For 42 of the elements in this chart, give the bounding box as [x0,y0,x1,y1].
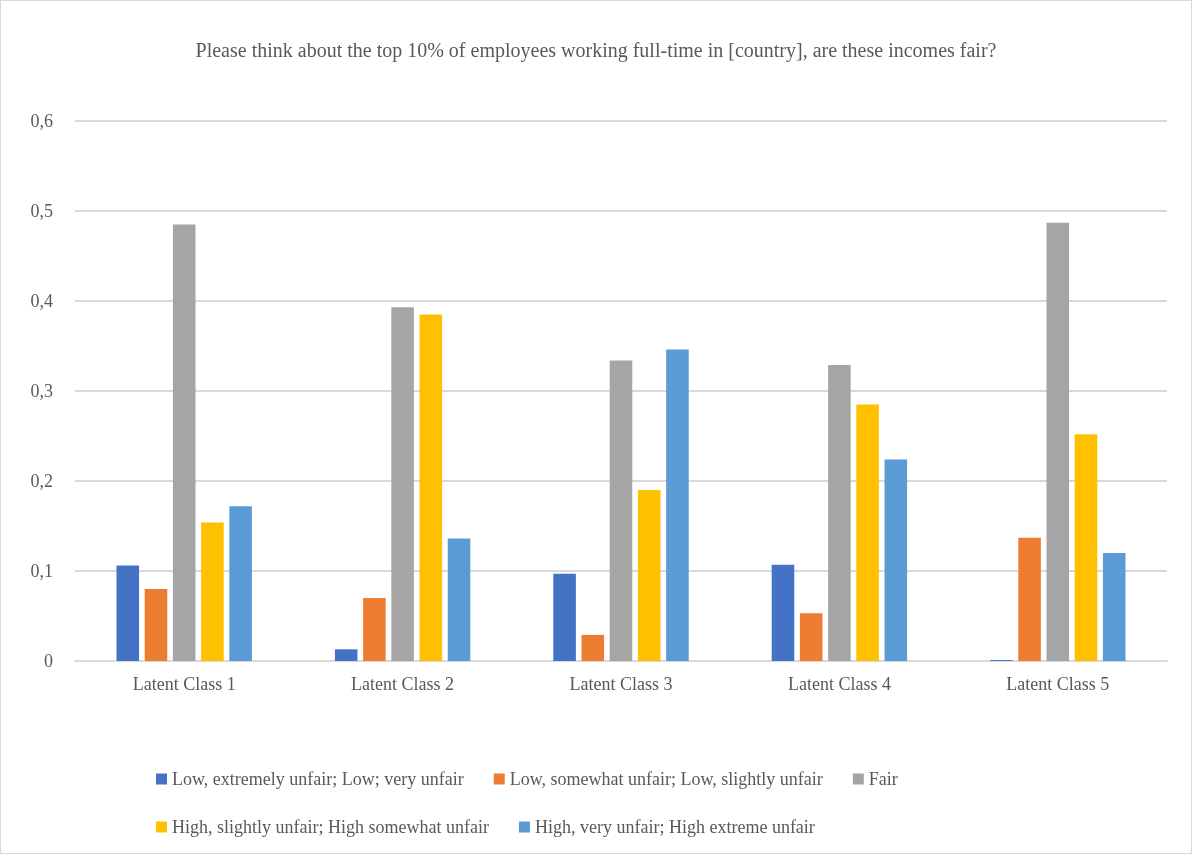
bar [172,224,196,661]
bar [1018,537,1041,661]
bar [116,565,140,661]
bar [828,364,851,661]
x-tick-label: Latent Class 1 [132,674,236,694]
y-tick-label: 0,5 [30,201,53,221]
bar [553,573,576,661]
bar [1046,222,1070,661]
bar [856,404,879,661]
bar [637,490,661,661]
y-tick-label: 0,4 [30,291,53,311]
legend-label: Low, extremely unfair; Low; very unfair [172,769,464,789]
bar [447,538,471,661]
y-tick-label: 0,1 [30,561,53,581]
bar [201,522,224,661]
bar [666,349,689,661]
bar [581,634,605,661]
bar [144,589,168,661]
bar [334,649,358,661]
bar [1102,553,1126,661]
x-tick-label: Latent Class 5 [1006,674,1110,694]
y-tick-label: 0,2 [30,471,53,491]
x-tick-label: Latent Class 3 [569,674,673,694]
legend-label: Fair [868,769,898,789]
chart-title: Please think about the top 10% of employees working full-time in [country], are these incomes fair? [195,39,997,62]
legend-label: Low, somewhat unfair; Low, slightly unfair [509,769,823,789]
bar [609,360,633,661]
bar [391,307,414,661]
y-tick-label: 0,3 [30,381,53,401]
bar [799,613,823,661]
bar [363,598,386,661]
x-tick-label: Latent Class 4 [787,674,891,694]
legend-label: High, very unfair; High extreme unfair [534,817,815,837]
bar [229,506,252,661]
y-tick-label: 0 [44,651,53,671]
bar [771,564,795,661]
bar [884,459,908,661]
y-tick-label: 0,6 [30,111,53,131]
x-tick-label: Latent Class 2 [351,674,455,694]
legend-label: High, slightly unfair; High somewhat unfair [172,817,489,837]
bar [419,314,443,661]
bar [1074,434,1098,661]
